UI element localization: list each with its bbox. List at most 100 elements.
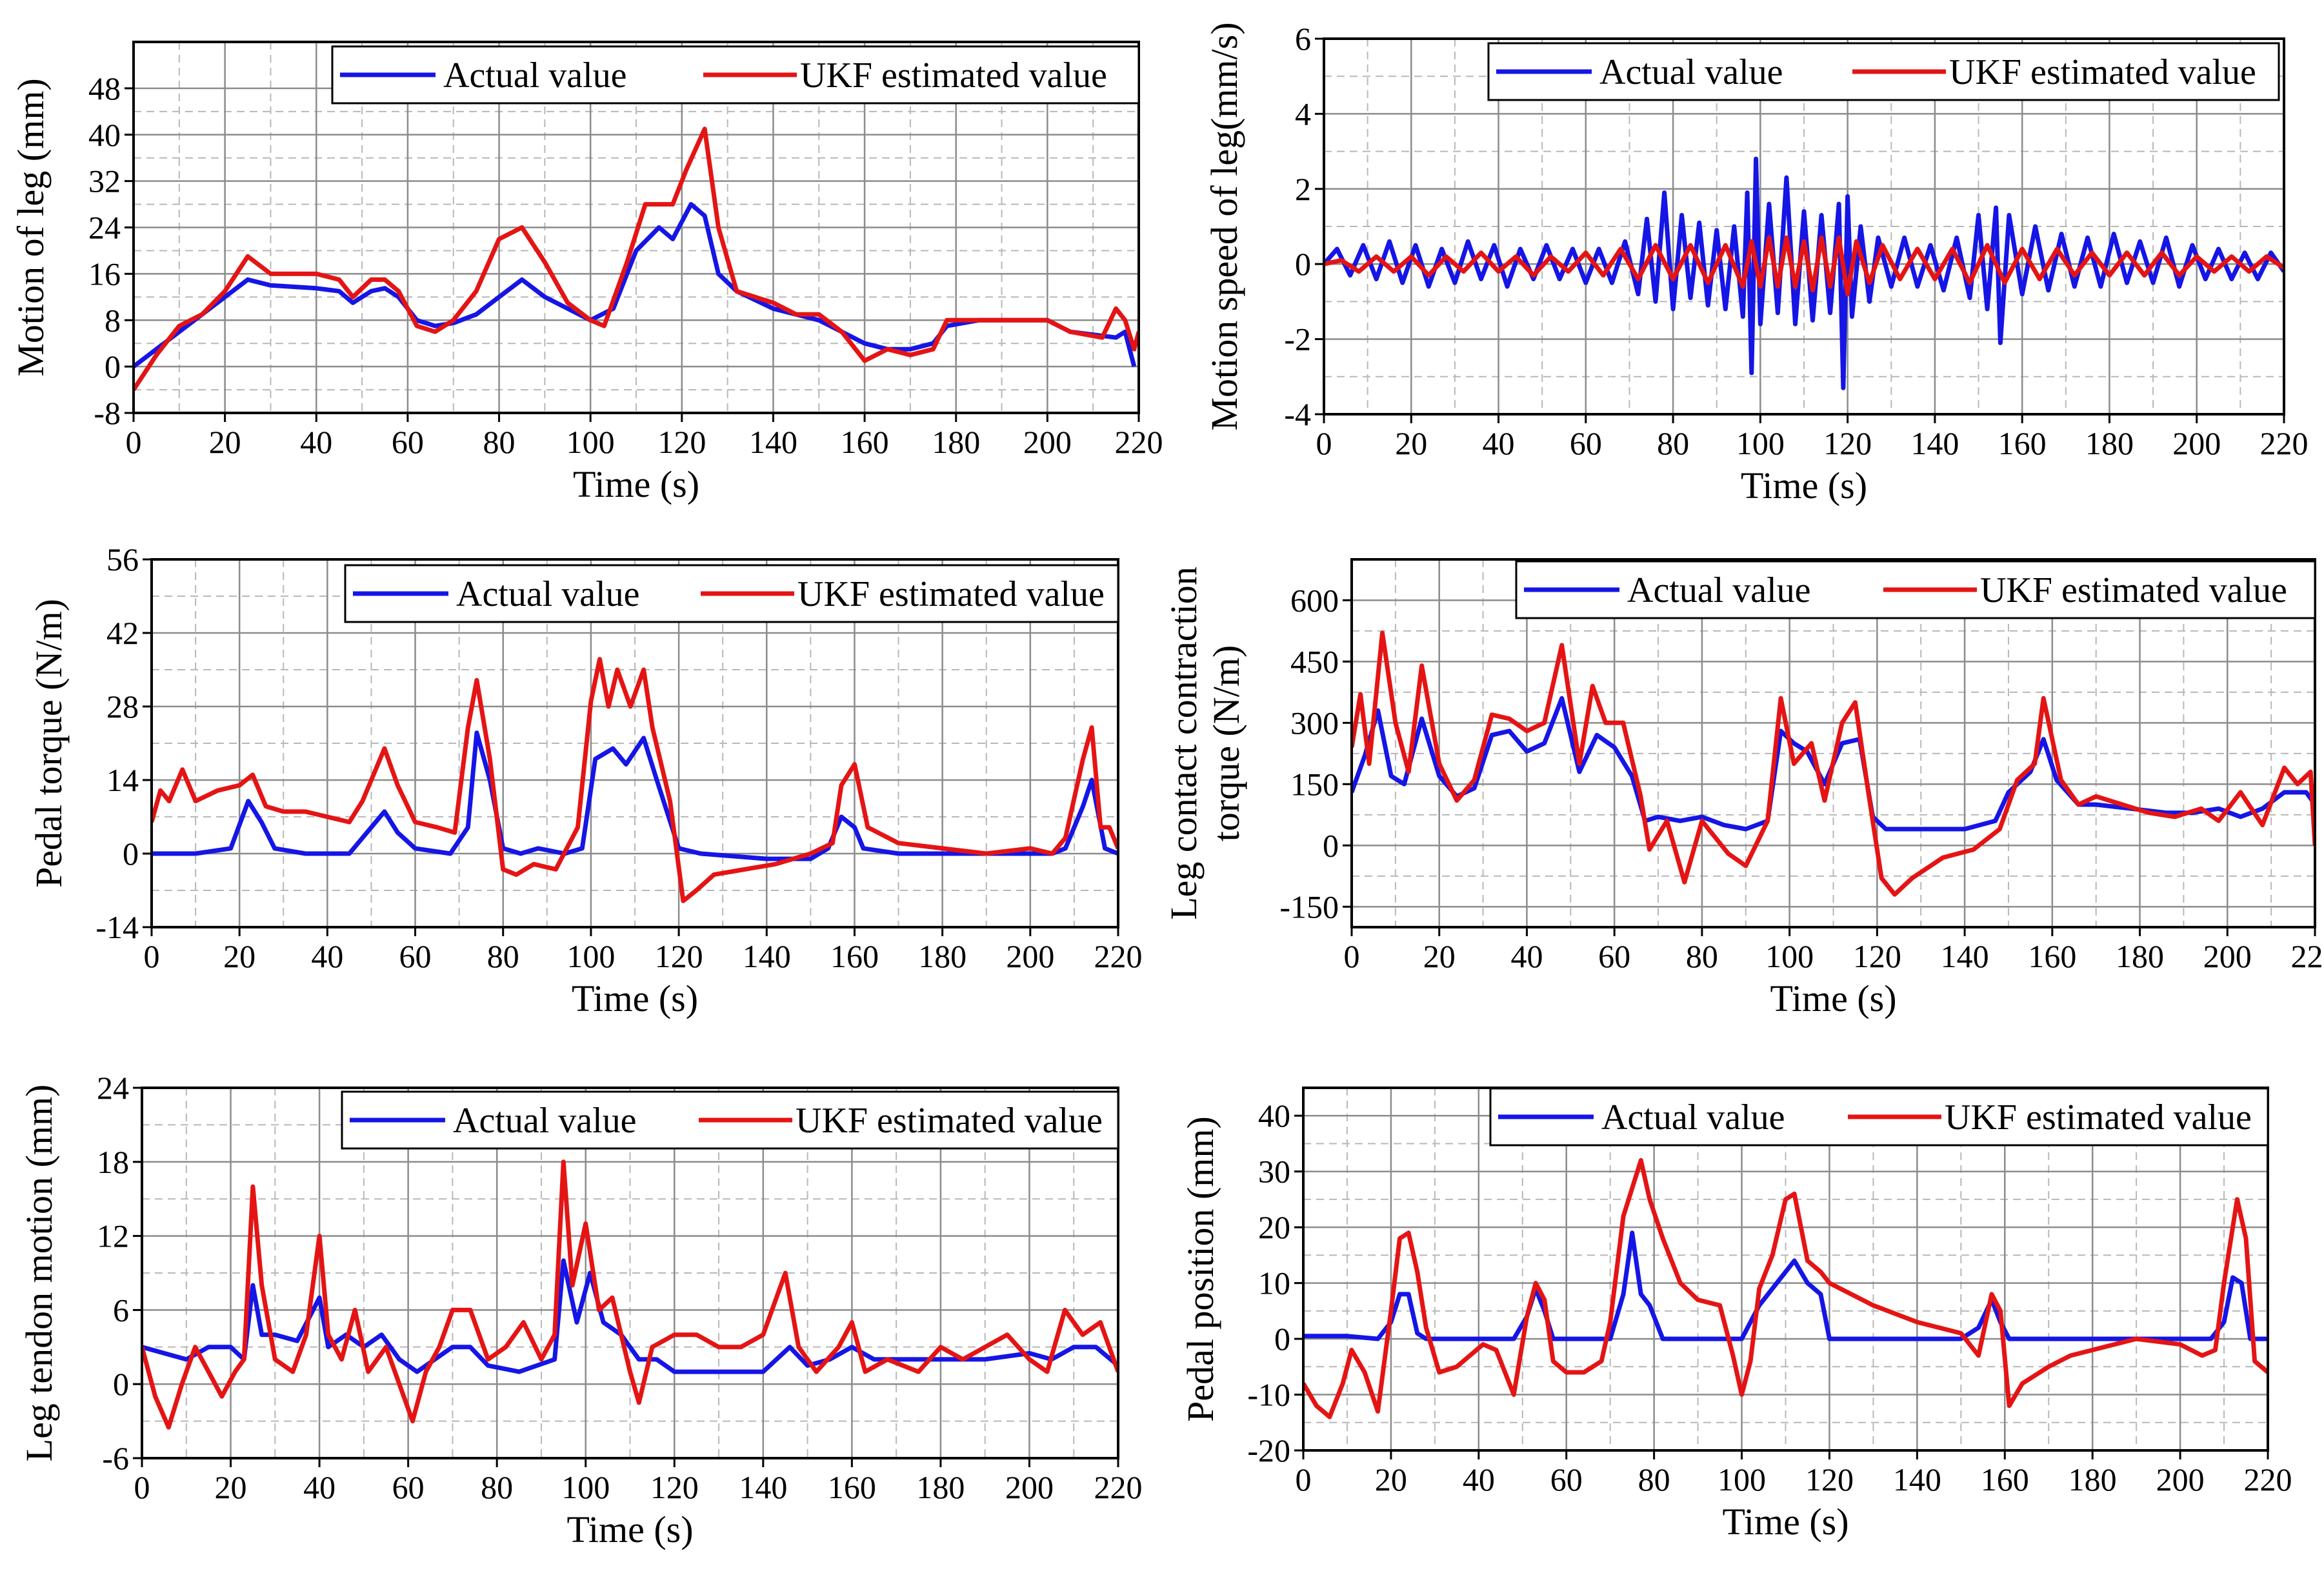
x-tick-label: 180 [916,1469,965,1505]
plot-frame [1350,558,2316,928]
panel-motion-speed-of-leg: 0 20 40 60 80 100 120 140 160 180 200 220 -4 -2 0 2 4 6 Ti… [1203,21,2309,506]
x-tick-label: 180 [2085,425,2134,461]
x-tick-label: 140 [749,424,797,460]
x-tick-label: 60 [1550,1461,1583,1498]
legend-label-ukf: UKF estimated value [1949,52,2256,92]
y-tick-label: 2 [1295,171,1311,207]
x-tick-label: 120 [1823,425,1872,461]
x-tick-label: 0 [134,1469,150,1505]
legend: Actual value UKF estimated value [1487,42,2280,101]
series-line-ukf [142,1159,1118,1430]
x-tick-label: 140 [1910,425,1959,461]
x-tick-label: 200 [2172,425,2221,461]
y-axis-title: Pedal torque (N/m) [28,599,70,888]
plot-frame [1323,37,2285,416]
x-tick-label: 180 [2116,938,2164,974]
x-tick-label: 100 [566,938,615,974]
legend: Actual value UKF estimated value [341,1090,1119,1150]
y-tick-label: 28 [106,688,139,725]
x-tick-label: 140 [739,1469,787,1505]
panel-motion-of-leg: 0 20 40 60 80 100 120 140 160 180 200 220-808162432… [10,41,1163,505]
y-tick-label: 14 [106,762,139,798]
x-tick-label: 40 [1510,938,1543,974]
y-tick-label: -14 [95,909,139,945]
x-tick-label: 100 [1718,1461,1766,1498]
y-tick-label: 48 [88,70,121,106]
x-tick-label: 40 [311,938,343,974]
series-group [1303,1157,2268,1419]
x-tick-label: 20 [215,1469,247,1505]
x-tick-label: 20 [223,938,255,974]
x-tick-label: 20 [209,424,241,460]
y-tick-label: 10 [1258,1265,1290,1301]
x-tick-label: 160 [830,938,879,974]
legend-label-actual: Actual value [1601,1097,1785,1137]
x-tick-label: 40 [1463,1461,1495,1498]
x-tick-label: 200 [1006,938,1054,974]
panel-pedal-torque: 0 20 40 60 80 100 120 140 160 180 200 220-140142842… [28,541,1143,1019]
legend-label-actual: Actual value [453,1101,637,1141]
x-tick-label: 20 [1375,1461,1407,1498]
y-tick-label: -20 [1247,1432,1290,1468]
legend: Actual value UKF estimated value [1515,560,2316,619]
y-tick-label: -6 [102,1440,129,1476]
x-axis-title: Time (s) [1770,977,1896,1019]
series-line-ukf [134,126,1139,392]
series-line-ukf [1324,235,2284,297]
y-axis-title: Motion speed of leg(mm/s) [1203,22,1245,430]
legend-label-ukf: UKF estimated value [797,574,1105,614]
panel-leg-contact-contraction-torque: 020406080100120140160180200220-150015030… [1163,558,2324,1019]
x-tick-label: 60 [392,1469,425,1505]
legend-label-ukf: UKF estimated value [1945,1097,2252,1137]
y-axis-title: Motion of leg (mm) [10,78,52,376]
series-line-actual [1352,696,2315,832]
y-tick-label: -150 [1279,888,1339,925]
y-tick-label: 0 [105,348,121,385]
y-tick-label: 30 [1258,1154,1290,1190]
x-tick-label: 160 [2028,938,2076,974]
series-group [1352,630,2315,897]
y-tick-label: 40 [1258,1097,1290,1134]
y-tick-label: 0 [1274,1321,1290,1357]
y-tick-label: 56 [106,541,139,577]
x-tick-label: 40 [1483,425,1515,461]
x-tick-label: 200 [2203,938,2252,974]
x-tick-label: 140 [743,938,791,974]
x-tick-label: 120 [655,938,703,974]
x-tick-label: 0 [1316,425,1332,461]
x-axis-title: Time (s) [1741,465,1867,506]
x-axis-title: Time (s) [573,463,699,505]
x-tick-label: 220 [1094,938,1143,974]
y-tick-label: 6 [113,1292,129,1328]
y-tick-label: -10 [1247,1377,1290,1413]
y-axis-title: Leg contact contraction [1163,566,1205,920]
x-tick-label: 220 [2260,425,2309,461]
x-tick-label: 60 [1570,425,1602,461]
x-tick-label: 100 [1736,425,1785,461]
x-tick-label: 80 [483,424,516,460]
y-tick-label: 6 [1295,21,1311,57]
legend-label-actual: Actual value [456,574,640,614]
x-tick-label: 200 [2156,1461,2205,1498]
y-tick-label: -2 [1284,321,1311,357]
x-tick-label: 120 [1853,938,1901,974]
series-group [134,126,1139,392]
x-tick-label: 160 [841,424,889,460]
series-group [1324,156,2284,390]
x-tick-label: 80 [487,938,519,974]
legend: Actual value UKF estimated value [344,564,1119,623]
series-line-ukf [1303,1157,2268,1419]
y-tick-label: -8 [94,395,121,431]
series-line-actual [1303,1230,2268,1341]
x-tick-label: 140 [1893,1461,1941,1498]
x-tick-label: 200 [1005,1469,1054,1505]
x-tick-label: 200 [1023,424,1072,460]
x-tick-label: 160 [1981,1461,2029,1498]
x-tick-label: 60 [1598,938,1630,974]
x-tick-label: 100 [561,1469,610,1505]
x-tick-label: 140 [1941,938,1989,974]
y-tick-label: 8 [105,302,121,338]
legend: Actual value UKF estimated value [1489,1087,2269,1147]
legend-label-actual: Actual value [1599,52,1783,92]
